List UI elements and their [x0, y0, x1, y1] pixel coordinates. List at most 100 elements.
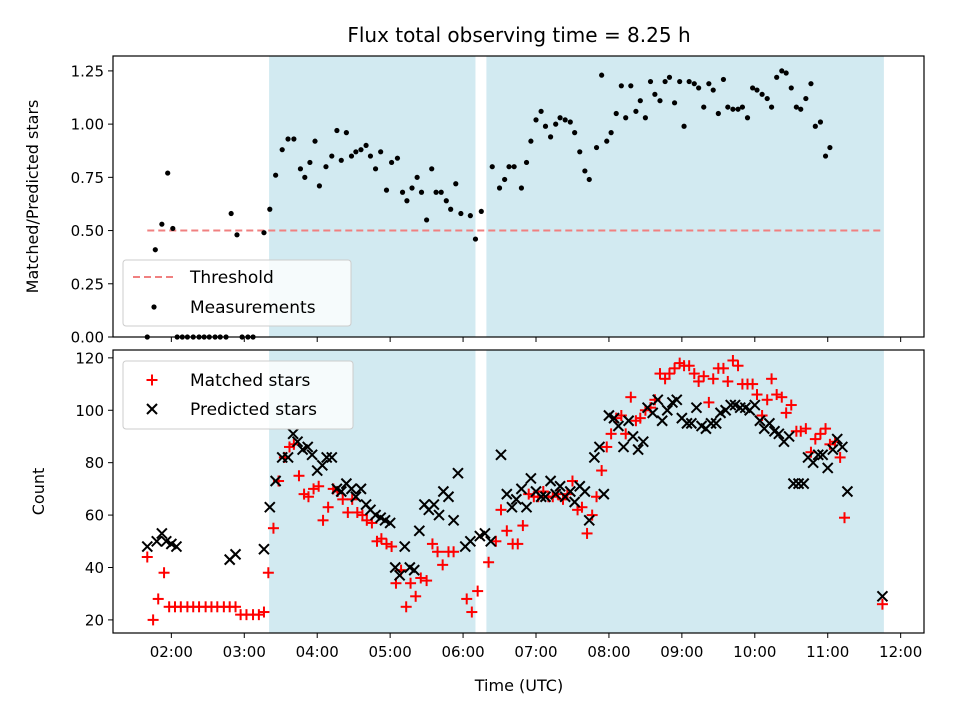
measurement-point	[152, 247, 158, 253]
measurement-point	[744, 115, 751, 121]
matched-star-marker	[698, 370, 710, 382]
predicted-star-marker	[539, 491, 552, 503]
predicted-marker-b	[554, 480, 566, 492]
predicted-star-marker	[549, 488, 562, 500]
predicted-marker-b	[641, 401, 654, 414]
matched-star-marker	[834, 451, 846, 463]
matched-star-marker	[152, 593, 164, 605]
predicted-star-marker	[393, 569, 406, 582]
matched-star-marker	[308, 483, 320, 495]
predicted-marker-b	[479, 527, 491, 540]
measurement-point	[817, 119, 824, 125]
predicted-star-marker	[734, 401, 746, 414]
measurement-point	[261, 230, 267, 236]
predicted-star-marker	[355, 483, 367, 495]
predicted-marker-b	[685, 417, 698, 430]
measurement-point	[159, 221, 165, 227]
predicted-marker-b	[151, 535, 163, 547]
predicted-star-marker	[520, 501, 533, 513]
predicted-marker-b	[393, 569, 406, 582]
matched-star-marker	[780, 407, 792, 419]
matched-star-marker	[426, 538, 438, 550]
predicted-marker-b	[530, 485, 542, 498]
measurement-point	[623, 115, 629, 121]
predicted-star-marker	[754, 415, 766, 427]
matched-star-marker	[147, 614, 159, 626]
measurement-point	[666, 74, 673, 80]
x-tick-label: 12:00	[879, 643, 922, 661]
predicted-stars-points	[141, 394, 889, 603]
predicted-marker-b	[831, 433, 843, 445]
x-tick-label: 08:00	[587, 643, 630, 661]
predicted-marker-b	[170, 540, 183, 553]
predicted-marker-b	[564, 485, 576, 498]
y-tick-label: 40	[85, 559, 104, 577]
predicted-marker-b	[836, 441, 849, 453]
predicted-star-marker	[583, 514, 595, 527]
predicted-marker-b	[515, 483, 528, 495]
figure-title: Flux total observing time = 8.25 h	[347, 23, 690, 47]
matched-star-marker	[820, 423, 832, 435]
measurement-point	[628, 83, 634, 89]
measurement-point	[273, 172, 279, 178]
predicted-marker-b	[485, 535, 497, 547]
matched-star-marker	[405, 577, 417, 589]
predicted-star-marker	[749, 399, 761, 411]
matched-star-marker	[466, 606, 478, 618]
measurement-point	[547, 134, 554, 140]
x-tick-label: 10:00	[733, 643, 776, 661]
measurement-point	[523, 159, 530, 166]
measurement-point	[409, 185, 415, 191]
measurement-point	[388, 159, 395, 166]
bottom-legend: Matched stars Predicted stars	[122, 360, 354, 430]
predicted-marker-b	[579, 485, 591, 498]
matched-star-marker	[230, 601, 242, 613]
predicted-star-marker	[320, 451, 333, 464]
matched-star-marker	[727, 354, 739, 366]
predicted-star-marker	[831, 433, 843, 445]
predicted-marker-b	[792, 477, 805, 490]
predicted-marker-b	[156, 527, 168, 540]
predicted-star-marker	[501, 488, 513, 500]
measurement-point	[827, 144, 833, 151]
predicted-star-marker	[156, 527, 168, 540]
measurement-point	[329, 153, 335, 159]
predicted-marker-b	[617, 441, 630, 453]
matched-star-marker	[766, 373, 778, 385]
measurement-point	[383, 187, 390, 193]
axes-frame	[112, 349, 925, 634]
measurement-point	[399, 189, 406, 195]
predicted-star-marker	[269, 475, 282, 487]
measurement-point	[542, 123, 549, 129]
predicted-star-marker	[705, 417, 717, 430]
legend-x-b	[146, 403, 158, 415]
predicted-marker-b	[705, 417, 717, 430]
x-tick-label: 07:00	[514, 643, 557, 661]
predicted-marker-b	[320, 451, 333, 464]
predicted-marker-b	[787, 477, 800, 490]
measurement-point	[652, 91, 658, 97]
predicted-star-marker	[452, 467, 464, 479]
matched-star-marker	[839, 512, 851, 524]
predicted-star-marker	[710, 417, 722, 430]
matched-star-marker	[814, 428, 826, 440]
matched-star-marker	[141, 551, 153, 563]
measurement-point	[448, 206, 454, 212]
measurement-point	[518, 185, 525, 191]
measurement-point	[750, 85, 756, 91]
matched-star-marker	[495, 504, 507, 516]
measurement-point	[715, 110, 721, 117]
predicted-star-marker	[685, 417, 698, 430]
measurement-point	[557, 115, 563, 121]
predicted-star-marker	[282, 451, 294, 464]
matched-star-marker	[625, 391, 637, 403]
predicted-star-marker	[326, 451, 338, 464]
predicted-star-marker	[544, 475, 557, 487]
predicted-star-marker	[656, 415, 668, 427]
predicted-marker-b	[399, 540, 411, 553]
predicted-star-marker	[812, 449, 824, 461]
predicted-marker-b	[535, 491, 547, 503]
predicted-marker-b	[404, 561, 416, 574]
measurement-point	[739, 104, 746, 110]
predicted-marker-b	[593, 441, 606, 453]
